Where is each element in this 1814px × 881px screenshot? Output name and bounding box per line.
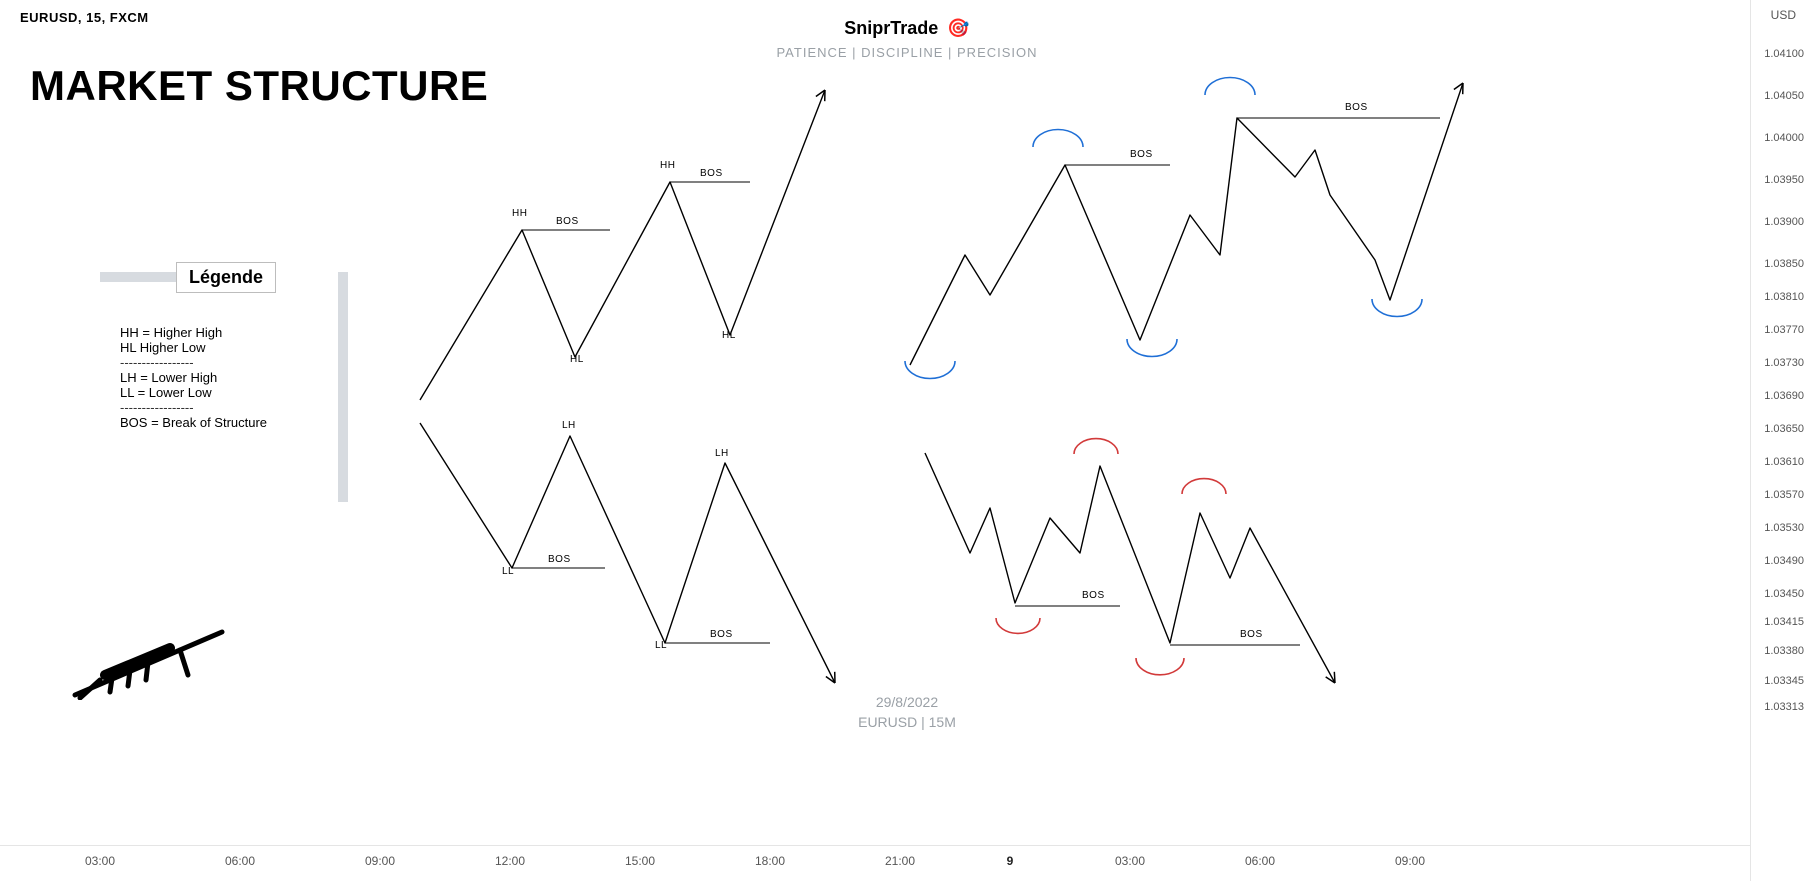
brand-tagline: PATIENCE | DISCIPLINE | PRECISION: [776, 45, 1037, 60]
legend-title: Légende: [176, 262, 276, 293]
uptrend-diagram-arcs: BOS BOS: [900, 65, 1470, 385]
y-axis: USD 1.04100 1.04050 1.04000 1.03950 1.03900 1…: [1750, 0, 1814, 881]
downtrend-diagram-labeled: BOS BOS LL LH LL LH: [420, 418, 850, 688]
downtrend-diagram-arcs: BOS BOS: [920, 448, 1360, 688]
y-tick: 1.03850: [1764, 258, 1804, 270]
legend-line: BOS = Break of Structure: [120, 416, 267, 431]
footer-block: 29/8/2022 EURUSD | 15M: [858, 694, 956, 730]
svg-text:LH: LH: [562, 420, 576, 431]
x-tick: 18:00: [755, 854, 785, 868]
svg-text:LL: LL: [502, 566, 514, 577]
uptrend-diagram-labeled: BOS BOS HH HL HH HL: [420, 80, 840, 410]
svg-text:HH: HH: [512, 208, 527, 219]
y-tick: 1.04000: [1764, 132, 1804, 144]
svg-text:BOS: BOS: [700, 168, 723, 179]
legend-body: HH = Higher High HL Higher Low ---------…: [120, 326, 267, 431]
y-tick: 1.03770: [1764, 324, 1804, 336]
rifle-logo-icon: [70, 620, 230, 700]
y-tick: 1.03650: [1764, 423, 1804, 435]
x-tick: 21:00: [885, 854, 915, 868]
legend-line: HH = Higher High: [120, 326, 267, 341]
y-tick: 1.03900: [1764, 216, 1804, 228]
target-icon: 🎯: [947, 18, 969, 38]
x-tick: 03:00: [85, 854, 115, 868]
y-tick: 1.03690: [1764, 390, 1804, 402]
footer-pair: EURUSD | 15M: [858, 714, 956, 730]
x-tick: 15:00: [625, 854, 655, 868]
ticker-label: EURUSD, 15, FXCM: [20, 10, 149, 25]
brand-name-text: SniprTrade: [844, 18, 938, 38]
y-axis-unit: USD: [1771, 8, 1796, 22]
y-tick: 1.03415: [1764, 616, 1804, 628]
y-tick: 1.03610: [1764, 456, 1804, 468]
x-tick: 09:00: [365, 854, 395, 868]
y-tick: 1.04050: [1764, 90, 1804, 102]
svg-text:BOS: BOS: [1130, 149, 1153, 160]
y-tick: 1.03730: [1764, 357, 1804, 369]
svg-text:LH: LH: [715, 448, 729, 459]
brand-block: SniprTrade 🎯 PATIENCE | DISCIPLINE | PRE…: [776, 18, 1037, 60]
legend-line: LH = Lower High: [120, 371, 267, 386]
chart-canvas: EURUSD, 15, FXCM SniprTrade 🎯 PATIENCE |…: [0, 0, 1814, 881]
svg-text:BOS: BOS: [556, 216, 579, 227]
svg-text:LL: LL: [655, 640, 667, 651]
x-tick: 12:00: [495, 854, 525, 868]
legend-frame-bar-top: [100, 272, 176, 282]
y-tick: 1.03810: [1764, 291, 1804, 303]
x-tick: 03:00: [1115, 854, 1145, 868]
x-tick: 06:00: [225, 854, 255, 868]
legend-sep: -----------------: [120, 356, 267, 371]
y-tick: 1.04100: [1764, 48, 1804, 60]
y-tick: 1.03490: [1764, 555, 1804, 567]
brand-name: SniprTrade 🎯: [776, 18, 1037, 39]
y-tick: 1.03530: [1764, 522, 1804, 534]
svg-text:HH: HH: [660, 160, 675, 171]
y-tick: 1.03570: [1764, 489, 1804, 501]
svg-text:BOS: BOS: [710, 629, 733, 640]
y-tick: 1.03380: [1764, 645, 1804, 657]
y-tick: 1.03450: [1764, 588, 1804, 600]
svg-text:BOS: BOS: [1345, 102, 1368, 113]
svg-text:HL: HL: [570, 354, 584, 365]
x-tick: 9: [1007, 854, 1014, 868]
x-tick: 06:00: [1245, 854, 1275, 868]
svg-text:BOS: BOS: [548, 554, 571, 565]
legend-frame-bar-right: [338, 272, 348, 502]
x-tick: 09:00: [1395, 854, 1425, 868]
footer-date: 29/8/2022: [858, 694, 956, 710]
y-tick: 1.03313: [1764, 701, 1804, 713]
legend-sep: -----------------: [120, 401, 267, 416]
x-axis: 03:00 06:00 09:00 12:00 15:00 18:00 21:00 9 03:0…: [0, 845, 1750, 881]
legend-line: HL Higher Low: [120, 341, 267, 356]
svg-text:BOS: BOS: [1240, 629, 1263, 640]
y-tick: 1.03345: [1764, 675, 1804, 687]
legend-line: LL = Lower Low: [120, 386, 267, 401]
y-tick: 1.03950: [1764, 174, 1804, 186]
svg-text:HL: HL: [722, 330, 736, 341]
svg-text:BOS: BOS: [1082, 590, 1105, 601]
